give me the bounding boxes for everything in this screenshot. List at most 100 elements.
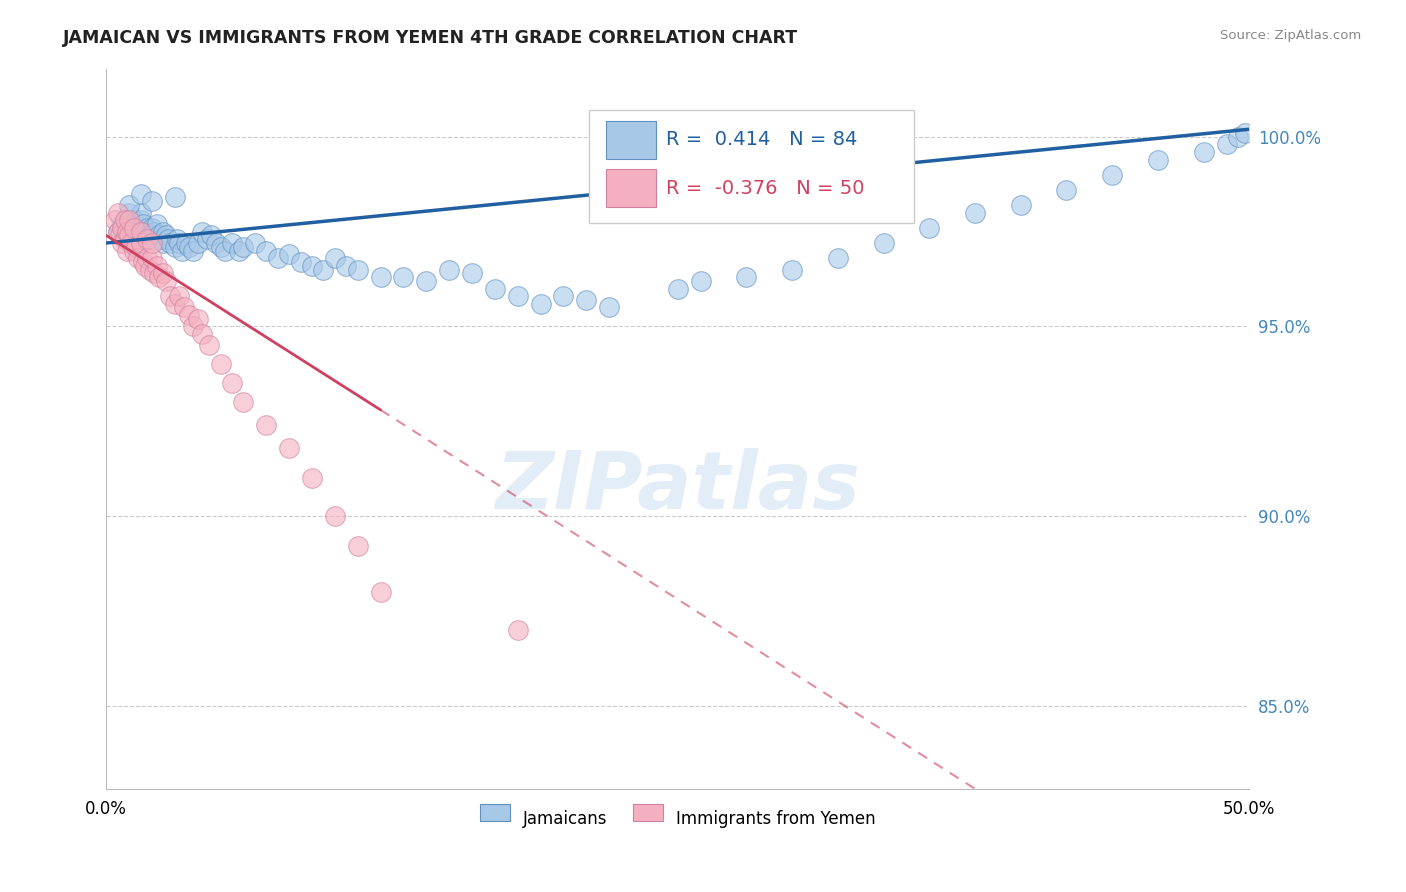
Point bbox=[1056, 183, 1078, 197]
Point bbox=[177, 308, 200, 322]
Point bbox=[166, 232, 188, 246]
Point bbox=[118, 198, 141, 212]
Point bbox=[129, 225, 152, 239]
Point bbox=[1101, 168, 1123, 182]
Point bbox=[169, 235, 191, 250]
Point bbox=[114, 232, 136, 246]
Point bbox=[267, 251, 290, 265]
Point bbox=[254, 244, 277, 258]
Point bbox=[127, 235, 149, 250]
Point bbox=[152, 225, 174, 239]
Point bbox=[129, 213, 152, 227]
Point bbox=[598, 301, 620, 315]
Point bbox=[114, 213, 136, 227]
Point bbox=[872, 235, 894, 250]
Point bbox=[198, 338, 221, 352]
Point bbox=[187, 311, 209, 326]
Point bbox=[575, 293, 598, 307]
Point bbox=[209, 358, 232, 372]
Point bbox=[200, 228, 222, 243]
Point bbox=[141, 251, 163, 265]
Point bbox=[506, 623, 529, 637]
Point bbox=[666, 281, 689, 295]
Point bbox=[169, 289, 191, 303]
Point bbox=[159, 235, 181, 250]
Point bbox=[312, 262, 335, 277]
Text: ZIPatlas: ZIPatlas bbox=[495, 448, 860, 525]
Point bbox=[120, 235, 142, 250]
Point bbox=[181, 319, 204, 334]
Point bbox=[1192, 145, 1215, 159]
Point bbox=[346, 262, 368, 277]
Point bbox=[115, 220, 138, 235]
Point bbox=[506, 289, 529, 303]
Point bbox=[278, 247, 301, 261]
Point bbox=[122, 213, 145, 227]
Point bbox=[118, 213, 141, 227]
Point bbox=[129, 235, 152, 250]
Point bbox=[370, 585, 392, 599]
Point bbox=[145, 259, 167, 273]
Point bbox=[415, 274, 437, 288]
Point bbox=[122, 220, 145, 235]
Legend: Jamaicans, Immigrants from Yemen: Jamaicans, Immigrants from Yemen bbox=[474, 804, 883, 835]
Point bbox=[484, 281, 506, 295]
Point bbox=[150, 232, 173, 246]
FancyBboxPatch shape bbox=[606, 121, 657, 159]
Text: R =  -0.376   N = 50: R = -0.376 N = 50 bbox=[666, 178, 865, 198]
Point bbox=[129, 205, 152, 219]
Point bbox=[127, 251, 149, 265]
Point bbox=[392, 270, 415, 285]
Point bbox=[1226, 129, 1249, 144]
Point bbox=[243, 235, 266, 250]
Point bbox=[141, 220, 163, 235]
Point bbox=[111, 220, 134, 235]
Point bbox=[129, 186, 152, 201]
Point bbox=[152, 266, 174, 280]
Point bbox=[138, 262, 160, 277]
Point bbox=[181, 244, 204, 258]
Point bbox=[209, 240, 232, 254]
Point bbox=[122, 244, 145, 258]
Point bbox=[114, 213, 136, 227]
Point bbox=[323, 251, 346, 265]
Point bbox=[301, 259, 323, 273]
Point bbox=[221, 235, 243, 250]
Point bbox=[141, 235, 163, 250]
Point bbox=[170, 244, 193, 258]
Point bbox=[221, 376, 243, 391]
Point bbox=[136, 232, 159, 246]
Point bbox=[163, 190, 186, 204]
Point bbox=[1215, 137, 1237, 152]
Point bbox=[191, 225, 214, 239]
Point bbox=[120, 220, 142, 235]
Point bbox=[107, 205, 129, 219]
Point bbox=[141, 194, 163, 209]
Point bbox=[125, 240, 148, 254]
Point bbox=[301, 471, 323, 485]
Point bbox=[159, 289, 181, 303]
Point bbox=[136, 251, 159, 265]
Point bbox=[232, 395, 254, 409]
Point bbox=[1147, 153, 1170, 167]
Point bbox=[163, 240, 186, 254]
Point bbox=[134, 259, 156, 273]
Point bbox=[254, 418, 277, 433]
Point bbox=[689, 274, 711, 288]
FancyBboxPatch shape bbox=[589, 110, 914, 224]
Point bbox=[195, 232, 218, 246]
Text: JAMAICAN VS IMMIGRANTS FROM YEMEN 4TH GRADE CORRELATION CHART: JAMAICAN VS IMMIGRANTS FROM YEMEN 4TH GR… bbox=[63, 29, 799, 46]
Point bbox=[163, 296, 186, 310]
Point bbox=[530, 296, 553, 310]
Point bbox=[107, 225, 129, 239]
Point bbox=[290, 255, 312, 269]
Point bbox=[370, 270, 392, 285]
Text: R =  0.414   N = 84: R = 0.414 N = 84 bbox=[666, 129, 858, 149]
Point bbox=[1233, 126, 1256, 140]
Point bbox=[152, 235, 174, 250]
Point bbox=[132, 255, 155, 269]
Point bbox=[553, 289, 575, 303]
Point bbox=[963, 205, 986, 219]
Point bbox=[115, 225, 138, 239]
Point bbox=[111, 235, 134, 250]
